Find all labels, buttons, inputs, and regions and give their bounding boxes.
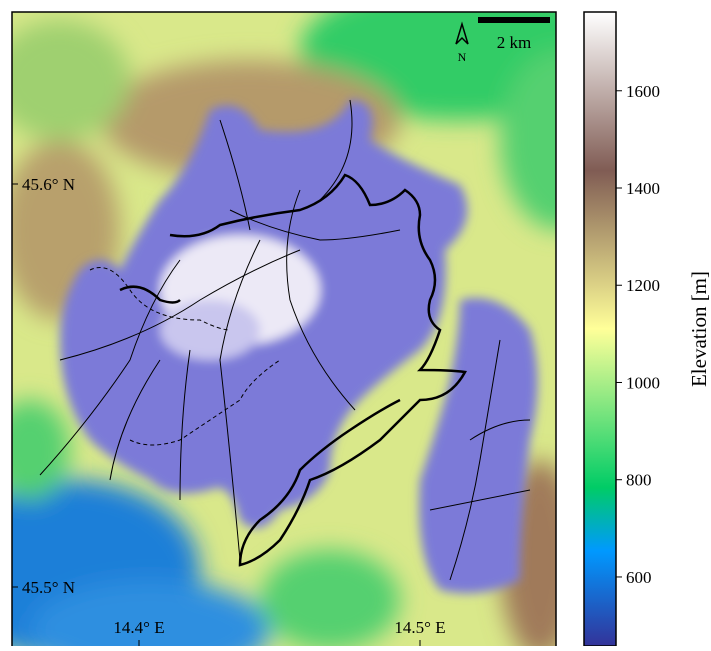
lat-label: 45.6° N	[22, 175, 75, 194]
page: 45.6° N 45.5° N 14.4° E 14.5° E N 2 km E…	[0, 0, 711, 646]
colorbar-tick-label: 1000	[626, 373, 660, 392]
map	[0, 0, 620, 646]
lon-label: 14.4° E	[113, 618, 164, 637]
colorbar-tick-label: 1400	[626, 179, 660, 198]
colorbar-tick-label: 800	[626, 471, 652, 490]
scale-bar	[478, 17, 550, 23]
colorbar-tick-label: 600	[626, 568, 652, 587]
colorbar-tick-label: 1200	[626, 276, 660, 295]
scale-label: 2 km	[497, 33, 531, 52]
north-label: N	[458, 50, 467, 64]
colorbar	[584, 12, 616, 646]
colorbar-tick-label: 1600	[626, 82, 660, 101]
lon-label: 14.5° E	[394, 618, 445, 637]
lat-label: 45.5° N	[22, 578, 75, 597]
colorbar-label: Elevation [m]	[687, 271, 711, 387]
